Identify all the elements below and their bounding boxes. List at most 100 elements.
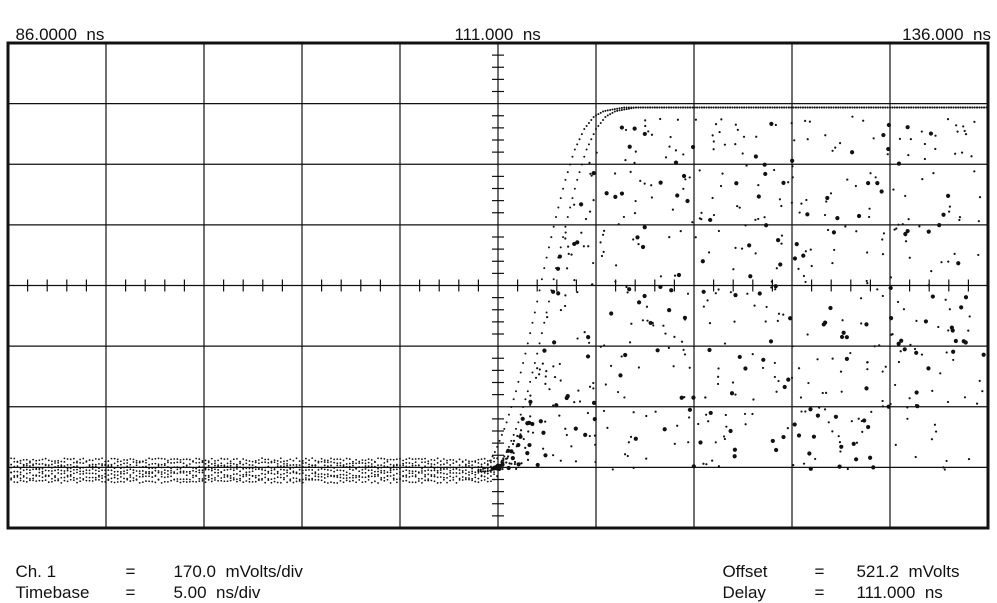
trace-dot bbox=[558, 362, 561, 366]
trace-dot bbox=[888, 316, 894, 321]
trace-dot bbox=[624, 128, 628, 132]
trace-dot bbox=[210, 469, 213, 472]
delay-eq: = bbox=[814, 583, 825, 602]
trace-dot bbox=[790, 201, 794, 204]
trace-dot bbox=[724, 413, 727, 417]
trace-dot bbox=[948, 205, 951, 208]
trace-dot bbox=[733, 292, 738, 298]
trace-dot bbox=[85, 466, 88, 469]
trace-dot bbox=[674, 149, 678, 152]
trace-dot bbox=[7, 482, 9, 484]
trace-dot bbox=[632, 238, 635, 241]
trace-dot bbox=[452, 472, 455, 474]
trace-dot bbox=[261, 472, 263, 475]
trace-dot bbox=[223, 469, 226, 472]
trace-dot bbox=[540, 332, 543, 335]
trace-dot bbox=[506, 455, 510, 458]
trace-dot bbox=[458, 479, 461, 481]
trace-dot bbox=[606, 426, 609, 430]
trace-dot bbox=[170, 469, 172, 472]
trace-dot bbox=[714, 441, 717, 444]
trace-dot bbox=[364, 465, 367, 467]
trace-dot bbox=[79, 461, 82, 464]
trace-dot bbox=[154, 462, 157, 465]
trace-dot bbox=[82, 472, 85, 475]
trace-dot bbox=[345, 474, 348, 477]
trace-dot bbox=[417, 471, 420, 474]
trace-dot bbox=[633, 212, 637, 215]
trace-dot bbox=[333, 467, 336, 469]
trace-dot bbox=[580, 163, 583, 166]
trace-dot bbox=[167, 459, 169, 462]
trace-dot bbox=[101, 477, 103, 480]
trace-dot bbox=[860, 106, 863, 109]
trace-dot bbox=[182, 480, 185, 483]
trace-dot bbox=[920, 130, 923, 133]
trace-dot bbox=[780, 234, 784, 237]
trace-dot bbox=[433, 467, 436, 470]
trace-dot bbox=[154, 457, 157, 460]
trace-dot bbox=[957, 106, 960, 109]
trace-dot bbox=[517, 421, 520, 424]
trace-dot bbox=[978, 379, 981, 382]
trace-dot bbox=[411, 464, 414, 467]
trace-dot bbox=[649, 106, 652, 109]
trace-dot bbox=[866, 424, 871, 430]
trace-dot bbox=[918, 225, 921, 228]
trace-dot bbox=[399, 467, 401, 470]
offset-readout: Offset = 521.2 mVolts bbox=[713, 542, 959, 582]
trace-dot bbox=[72, 461, 75, 464]
trace-dot bbox=[790, 122, 793, 125]
trace-dot bbox=[774, 288, 777, 291]
trace-dot bbox=[232, 466, 235, 469]
trace-dot bbox=[157, 457, 160, 460]
trace-dot bbox=[69, 458, 72, 461]
trace-dot bbox=[389, 475, 392, 477]
trace-dot bbox=[91, 472, 94, 475]
trace-dot bbox=[667, 106, 670, 109]
trace-dot bbox=[411, 470, 414, 473]
trace-dot bbox=[110, 465, 113, 468]
trace-dot bbox=[712, 140, 715, 143]
trace-dot bbox=[554, 403, 559, 408]
trace-dot bbox=[841, 106, 844, 109]
trace-dot bbox=[204, 474, 207, 477]
trace-dot bbox=[497, 466, 502, 471]
trace-dot bbox=[292, 459, 295, 462]
trace-dot bbox=[330, 464, 332, 467]
trace-dot bbox=[443, 463, 445, 466]
trace-dot bbox=[717, 465, 720, 468]
trace-dot bbox=[956, 261, 961, 266]
trace-dot bbox=[849, 106, 852, 109]
trace-dot bbox=[500, 462, 505, 467]
trace-dot bbox=[468, 477, 470, 479]
trace-dot bbox=[604, 115, 607, 118]
trace-dot bbox=[214, 462, 216, 465]
trace-dot bbox=[98, 467, 100, 470]
trace-dot bbox=[267, 461, 270, 464]
trace-dot bbox=[946, 193, 951, 198]
trace-dot bbox=[947, 106, 950, 109]
trace-dot bbox=[867, 106, 870, 109]
trace-dot bbox=[750, 106, 753, 109]
trace-dot bbox=[672, 365, 675, 368]
trace-dot bbox=[439, 469, 442, 472]
trace-dot bbox=[188, 470, 191, 473]
trace-dot bbox=[326, 469, 329, 471]
trace-dot bbox=[493, 473, 495, 476]
trace-dot bbox=[16, 481, 19, 484]
trace-dot bbox=[503, 455, 506, 458]
trace-dot bbox=[477, 462, 480, 464]
trace-dot bbox=[405, 476, 408, 478]
trace-dot bbox=[66, 458, 69, 460]
channel-unit: mVolts/div bbox=[225, 562, 303, 581]
trace-dot bbox=[424, 479, 426, 482]
trace-dot bbox=[688, 416, 691, 419]
trace-dot bbox=[477, 477, 480, 480]
trace-dot bbox=[884, 106, 887, 109]
trace-dot bbox=[217, 459, 220, 462]
trace-dot bbox=[13, 465, 16, 468]
trace-dot bbox=[210, 463, 213, 465]
trace-dot bbox=[245, 471, 248, 474]
trace-dot bbox=[729, 291, 732, 294]
